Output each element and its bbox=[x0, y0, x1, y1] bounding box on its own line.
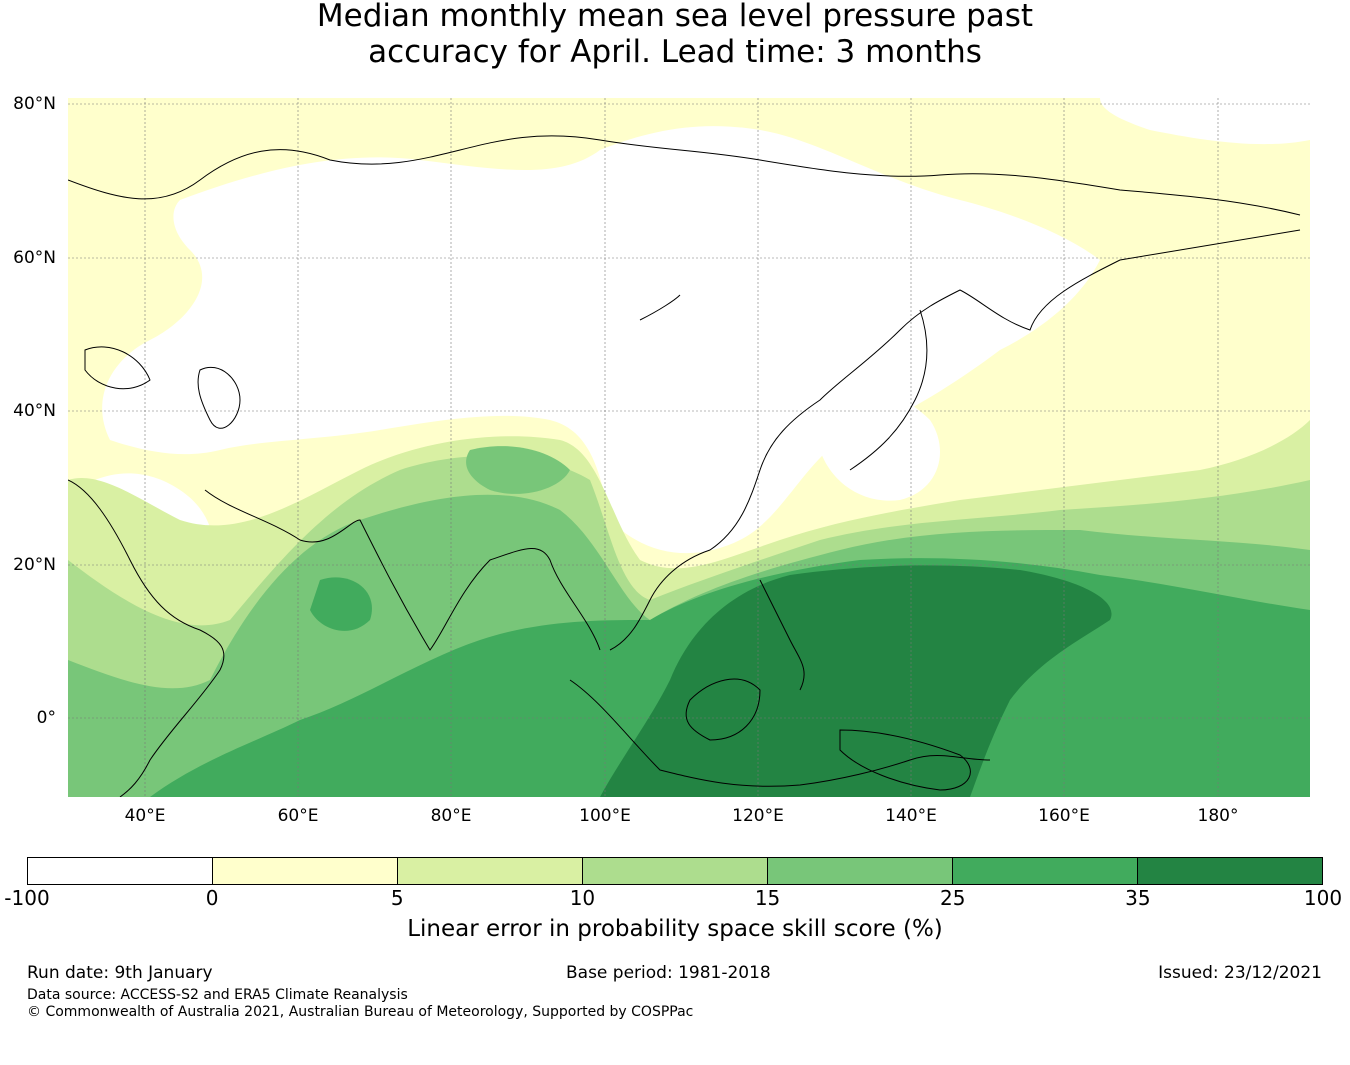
data-source: Data source: ACCESS-S2 and ERA5 Climate … bbox=[27, 987, 408, 1003]
colorbar-tick-4: 15 bbox=[754, 886, 781, 910]
colorbar-segment-3 bbox=[583, 858, 768, 884]
issued-date: Issued: 23/12/2021 bbox=[1158, 963, 1322, 983]
colorbar-segment-4 bbox=[768, 858, 953, 884]
lat-label-1: 60°N bbox=[13, 248, 56, 268]
graticule bbox=[68, 98, 1310, 797]
colorbar-tick-0: -100 bbox=[4, 886, 50, 910]
lon-label-5: 140°E bbox=[885, 806, 937, 826]
skill-zone-negative-japan bbox=[820, 389, 940, 501]
colorbar-segment-1 bbox=[213, 858, 398, 884]
colorbar-tick-2: 5 bbox=[390, 886, 404, 910]
colorbar-segment-6 bbox=[1138, 858, 1322, 884]
lon-label-2: 80°E bbox=[430, 806, 472, 826]
colorbar bbox=[27, 857, 1323, 885]
lon-label-7: 180° bbox=[1197, 806, 1239, 826]
run-date: Run date: 9th January bbox=[27, 963, 213, 983]
colorbar-tick-5: 25 bbox=[939, 886, 966, 910]
coastline-caspian bbox=[197, 366, 241, 429]
lon-label-0: 40°E bbox=[124, 806, 166, 826]
coastline-black-sea bbox=[84, 346, 151, 390]
skill-zone-15-25-tibet bbox=[466, 446, 570, 494]
coastline-arabia-africa bbox=[68, 479, 225, 797]
colorbar-segment-5 bbox=[953, 858, 1138, 884]
copyright: © Commonwealth of Australia 2021, Austra… bbox=[27, 1004, 694, 1020]
coastline-japan bbox=[849, 309, 928, 471]
skill-zone-25-35-india bbox=[310, 577, 372, 631]
lon-label-3: 100°E bbox=[579, 806, 631, 826]
lat-label-3: 20°N bbox=[13, 555, 56, 575]
colorbar-label: Linear error in probability space skill … bbox=[407, 916, 943, 942]
lat-label-0: 80°N bbox=[13, 94, 56, 114]
colorbar-segment-2 bbox=[398, 858, 583, 884]
coastline-arctic bbox=[68, 135, 1301, 216]
lat-label-4: 0° bbox=[36, 708, 56, 728]
skill-zone-negative-siberia bbox=[102, 126, 1100, 554]
coastline-india bbox=[204, 489, 601, 651]
colorbar-tick-7: 100 bbox=[1303, 886, 1343, 910]
coastline-indonesia bbox=[569, 679, 991, 787]
colorbar-tick-3: 10 bbox=[569, 886, 596, 910]
chart-title-line2: accuracy for April. Lead time: 3 months bbox=[368, 34, 982, 70]
colorbar-tick-6: 35 bbox=[1125, 886, 1151, 910]
coastline-borneo bbox=[685, 678, 761, 741]
map-fill-layer bbox=[68, 98, 1310, 797]
skill-zone-negative-arctic bbox=[1100, 98, 1310, 145]
lon-label-6: 160°E bbox=[1038, 806, 1090, 826]
coastlines bbox=[68, 135, 1301, 797]
coastline-east-asia bbox=[609, 229, 1301, 651]
skill-zone-35-100 bbox=[600, 565, 1112, 797]
colorbar-segment-0 bbox=[28, 858, 213, 884]
lon-label-4: 120°E bbox=[732, 806, 784, 826]
coastline-baikal bbox=[639, 294, 681, 321]
colorbar-tick-1: 0 bbox=[205, 886, 219, 910]
coastline-new-guinea bbox=[839, 729, 971, 791]
base-period: Base period: 1981-2018 bbox=[566, 963, 771, 983]
lat-label-2: 40°N bbox=[13, 401, 56, 421]
coastline-philippines bbox=[759, 579, 805, 691]
chart-title-line1: Median monthly mean sea level pressure p… bbox=[316, 0, 1034, 34]
lon-label-1: 60°E bbox=[277, 806, 319, 826]
